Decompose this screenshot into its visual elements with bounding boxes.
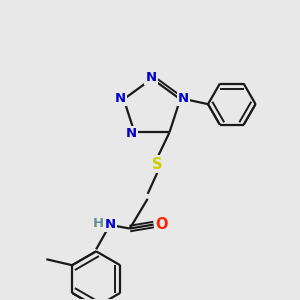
Text: N: N [146, 71, 157, 84]
Text: N: N [126, 127, 137, 140]
Text: N: N [104, 218, 116, 231]
Text: S: S [152, 157, 163, 172]
Text: H: H [93, 217, 104, 230]
Text: N: N [178, 92, 189, 105]
Text: O: O [155, 217, 168, 232]
Text: N: N [115, 92, 126, 105]
